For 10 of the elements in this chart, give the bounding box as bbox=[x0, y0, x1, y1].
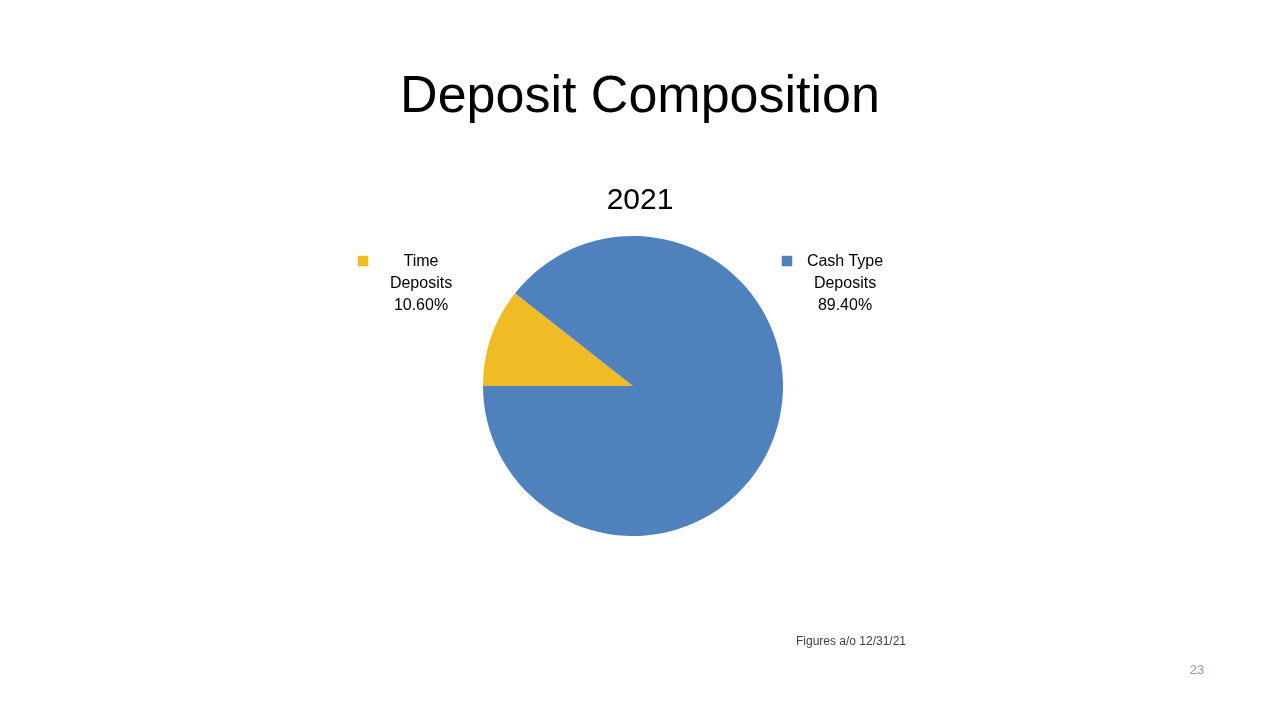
pie-slice bbox=[483, 236, 783, 536]
text: 23 bbox=[1189, 662, 1205, 677]
data-label: 89.40% bbox=[817, 296, 873, 313]
text: Figures a/o 12/31/21 bbox=[795, 634, 907, 648]
chart-title: Deposit Composition bbox=[400, 65, 880, 123]
legend-label: Time Deposits bbox=[389, 252, 453, 291]
chart-subtitle: 2021 bbox=[606, 182, 674, 215]
legend-label: Cash Type Deposits bbox=[806, 252, 884, 291]
pie-slice bbox=[483, 293, 633, 386]
data-label: 10.60% bbox=[393, 296, 449, 313]
